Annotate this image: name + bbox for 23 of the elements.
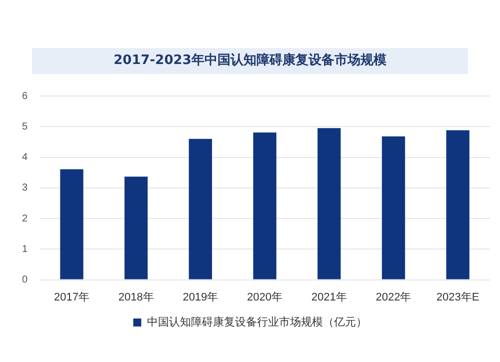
x-tick-label: 2022年 xyxy=(376,291,412,304)
bar xyxy=(318,128,341,280)
legend-label: 中国认知障碍康复设备行业市场规模（亿元） xyxy=(146,315,367,328)
bar xyxy=(124,176,148,280)
bar xyxy=(188,138,212,280)
y-tick-label: 0 xyxy=(22,274,28,286)
y-tick-label: 2 xyxy=(22,213,28,224)
bar xyxy=(382,136,406,280)
bar xyxy=(253,132,276,280)
bar xyxy=(60,169,84,280)
x-tick-label: 2020年 xyxy=(247,291,283,304)
chart-title: 2017-2023年中国认知障碍康复设备市场规模 xyxy=(32,48,468,74)
y-tick-label: 3 xyxy=(22,182,28,194)
x-tick-label: 2019年 xyxy=(182,291,218,304)
x-tick-label: 2018年 xyxy=(118,291,154,304)
y-tick-label: 4 xyxy=(22,152,28,164)
y-tick-label: 1 xyxy=(22,244,28,255)
x-tick-label: 2021年 xyxy=(311,291,347,304)
x-tick-label: 2017年 xyxy=(54,291,90,304)
y-tick-label: 6 xyxy=(22,90,28,102)
bar xyxy=(446,130,470,280)
y-tick-label: 5 xyxy=(22,121,28,132)
x-tick-label: 2023年E xyxy=(436,291,480,304)
